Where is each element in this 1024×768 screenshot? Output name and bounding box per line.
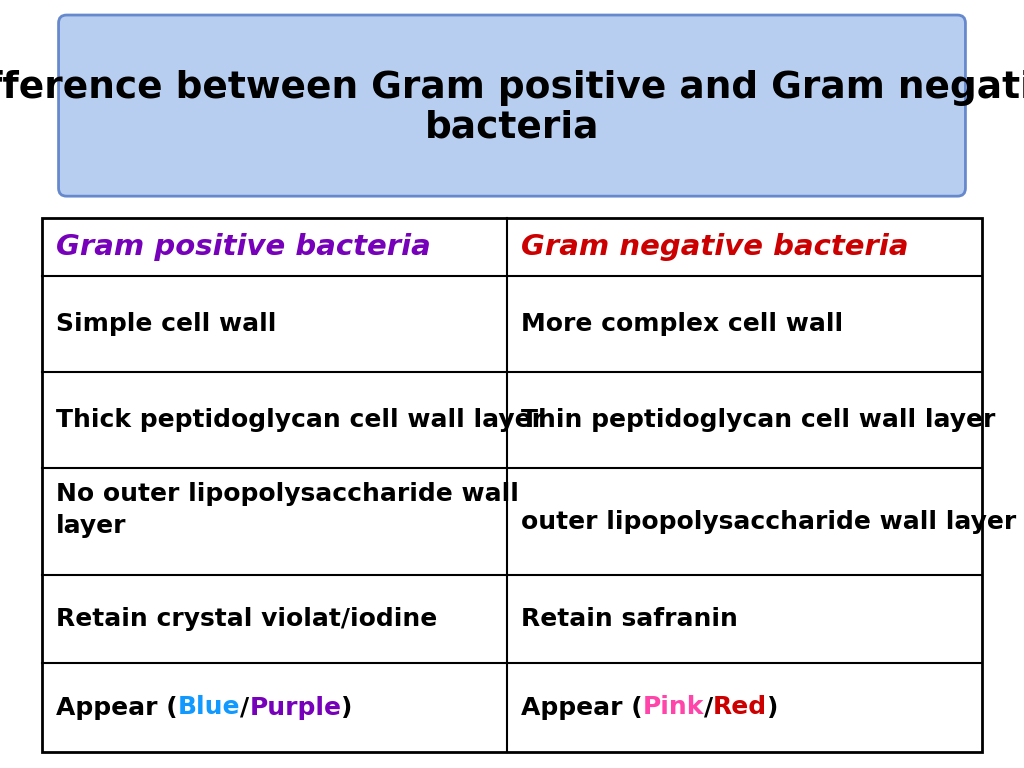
Text: Blue: Blue [177,696,240,720]
Text: Difference between Gram positive and Gram negative: Difference between Gram positive and Gra… [0,70,1024,106]
Text: outer lipopolysaccharide wall layer: outer lipopolysaccharide wall layer [521,509,1016,534]
Text: Gram negative bacteria: Gram negative bacteria [521,233,908,261]
Text: Thick peptidoglycan cell wall layer: Thick peptidoglycan cell wall layer [56,408,544,432]
Text: Retain crystal violat/iodine: Retain crystal violat/iodine [56,607,437,631]
Text: Gram positive bacteria: Gram positive bacteria [56,233,431,261]
Text: Thin peptidoglycan cell wall layer: Thin peptidoglycan cell wall layer [521,408,995,432]
Text: Appear (: Appear ( [56,696,177,720]
Text: Red: Red [713,696,767,720]
Text: Retain safranin: Retain safranin [521,607,738,631]
Text: /: / [705,696,713,720]
Text: ): ) [341,696,352,720]
Text: /: / [240,696,249,720]
Text: Simple cell wall: Simple cell wall [56,312,276,336]
FancyBboxPatch shape [58,15,966,196]
Text: More complex cell wall: More complex cell wall [521,312,843,336]
Bar [42,218,982,752]
Text: No outer lipopolysaccharide wall
layer: No outer lipopolysaccharide wall layer [56,482,519,538]
Text: Appear (: Appear ( [521,696,643,720]
Text: bacteria: bacteria [425,110,599,146]
Text: ): ) [767,696,778,720]
Text: Purple: Purple [249,696,341,720]
Text: Pink: Pink [643,696,705,720]
